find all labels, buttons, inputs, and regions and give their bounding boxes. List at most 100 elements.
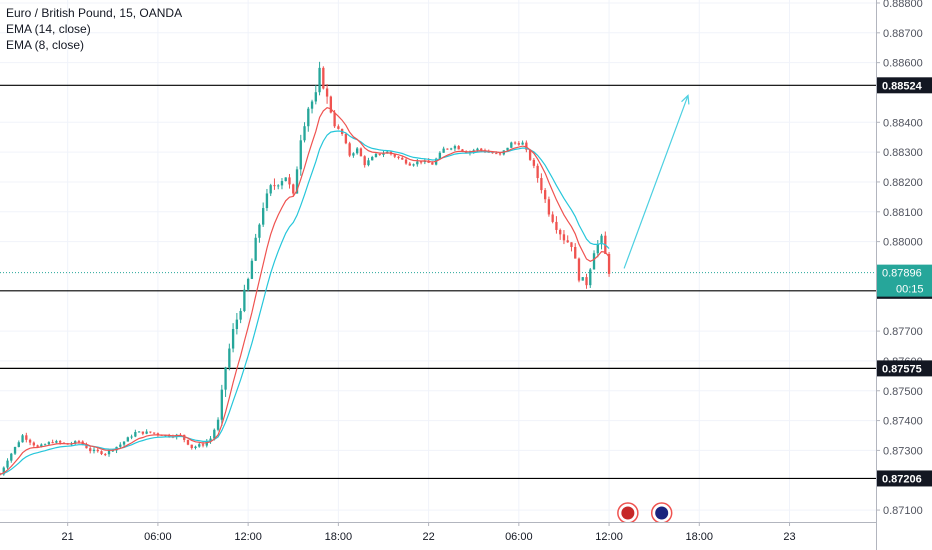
eu-flag-icon[interactable] xyxy=(650,502,673,524)
candle-up xyxy=(43,444,47,446)
candle-up xyxy=(10,453,13,461)
symbol-title[interactable]: Euro / British Pound, 15, OANDA xyxy=(6,6,183,20)
candle-up xyxy=(243,289,246,311)
candle-up xyxy=(412,164,415,166)
candle-up xyxy=(299,140,302,170)
candle-down xyxy=(359,148,363,157)
ema14-legend[interactable]: EMA (14, close) xyxy=(6,22,91,36)
candle-down xyxy=(577,258,581,281)
candle-up xyxy=(280,181,284,186)
candles xyxy=(0,61,611,476)
candle-down xyxy=(288,177,291,185)
time-tick-label: 12:00 xyxy=(595,531,623,543)
candle-up xyxy=(55,441,58,443)
candle-up xyxy=(356,148,359,154)
current-price-label-bg xyxy=(877,264,932,297)
candle-down xyxy=(393,154,396,157)
economic-events[interactable] xyxy=(617,502,673,524)
candle-down xyxy=(96,449,99,452)
candle-up xyxy=(367,160,370,166)
candle-down xyxy=(190,444,193,449)
candle-down xyxy=(543,190,547,200)
time-axis-bg xyxy=(0,522,876,550)
candle-up xyxy=(521,142,524,145)
price-tick-label: 0.88800 xyxy=(883,0,923,10)
candle-up xyxy=(47,442,51,445)
projection-arrow[interactable] xyxy=(623,94,690,269)
candle-down xyxy=(363,156,366,166)
candle-down xyxy=(201,444,205,446)
candle-down xyxy=(540,178,543,191)
candle-down xyxy=(397,156,400,158)
candle-down xyxy=(28,439,32,443)
uk-flag-icon[interactable] xyxy=(617,502,639,524)
candle-up xyxy=(596,244,599,254)
candle-up xyxy=(13,446,17,454)
candle-down xyxy=(32,442,36,446)
level-label-bg xyxy=(877,470,932,487)
time-tick-label: 18:00 xyxy=(686,531,714,543)
chart-grid xyxy=(0,0,876,522)
candle-up xyxy=(228,348,231,368)
candle-down xyxy=(401,157,404,160)
price-tick-label: 0.87100 xyxy=(883,505,923,517)
candle-down xyxy=(325,88,329,97)
candle-down xyxy=(574,246,577,259)
candle-down xyxy=(555,221,558,230)
price-tick-label: 0.87400 xyxy=(883,416,923,428)
candle-down xyxy=(585,277,588,286)
candle-up xyxy=(6,460,9,468)
candle-up xyxy=(134,432,137,437)
candle-down xyxy=(495,153,498,155)
candle-down xyxy=(344,133,348,144)
candle-up xyxy=(592,253,596,270)
time-tick-label: 23 xyxy=(783,531,795,543)
price-tick-label: 0.88600 xyxy=(883,58,923,70)
candle-up xyxy=(269,185,272,194)
ema8-line[interactable] xyxy=(0,107,610,475)
price-tick-label: 0.87700 xyxy=(883,326,923,338)
level-label-bg xyxy=(877,77,932,94)
candle-down xyxy=(491,152,494,154)
level-label: 0.87206 xyxy=(882,473,922,485)
candle-down xyxy=(461,149,464,152)
chart-legend: Euro / British Pound, 15, OANDA EMA (14,… xyxy=(6,5,182,53)
candle-up xyxy=(239,310,242,320)
candle-down xyxy=(446,148,449,150)
level-label: 0.88524 xyxy=(882,80,923,92)
price-tick-label: 0.88200 xyxy=(883,177,923,189)
candle-up xyxy=(258,224,261,238)
candle-down xyxy=(431,162,434,165)
candle-down xyxy=(149,431,152,433)
candle-down xyxy=(152,432,156,434)
price-axis[interactable]: 0.88800 0.88700 0.88600 0.88400 0.88300 0.882… xyxy=(876,0,932,550)
candle-up xyxy=(220,389,223,420)
time-axis[interactable]: 21 06:00 12:00 18:00 22 06:00 12:00 18:00 23 xyxy=(0,522,876,550)
candle-up xyxy=(449,148,453,150)
candle-up xyxy=(130,436,133,438)
candle-up xyxy=(307,108,310,127)
candle-up xyxy=(442,148,445,153)
candle-down xyxy=(408,163,411,166)
candle-down xyxy=(89,448,92,452)
candle-down xyxy=(607,253,611,274)
horizontal-levels xyxy=(0,84,876,480)
candle-up xyxy=(506,147,509,151)
candle-down xyxy=(525,142,528,150)
candle-up xyxy=(246,278,250,290)
candle-up xyxy=(119,444,122,447)
time-tick-label: 18:00 xyxy=(325,531,353,543)
ema14-line[interactable] xyxy=(0,130,610,475)
candle-up xyxy=(600,235,603,245)
candle-down xyxy=(36,445,39,447)
candle-up xyxy=(224,367,227,390)
candle-down xyxy=(517,143,520,145)
event-flag xyxy=(655,506,669,520)
projection-line[interactable] xyxy=(623,95,689,269)
ema8-legend[interactable]: EMA (8, close) xyxy=(6,38,85,52)
candle-up xyxy=(231,329,235,349)
candle-up xyxy=(352,153,355,156)
candle-down xyxy=(457,146,460,150)
candle-up xyxy=(416,161,419,165)
